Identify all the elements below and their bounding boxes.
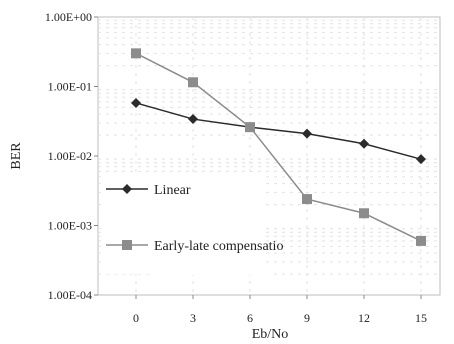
y-tick-label: 1.00E-01 [48,80,92,94]
legend: Linear Early-late compensatio [104,172,283,274]
legend-label-early-late: Early-late compensatio [154,239,283,254]
data-point-square [359,208,369,219]
x-tick-label: 3 [190,311,196,325]
data-point-square [188,77,198,88]
series-line-0 [135,102,422,160]
data-point-diamond [359,138,369,149]
data-point-square [245,122,255,133]
legend-marker-linear [122,184,132,194]
y-tick-label: 1.00E-03 [48,219,92,233]
y-axis-title: BER [9,142,24,170]
data-point-diamond [302,128,312,139]
legend-label-linear: Linear [154,183,191,198]
data-point-diamond [416,154,426,165]
y-tick-label: 1.00E-02 [48,149,92,163]
series-line-1 [135,52,422,242]
data-point-diamond [131,97,141,108]
x-tick-label: 6 [247,311,253,325]
data-point-diamond [188,114,198,125]
x-tick-label: 9 [304,311,310,325]
x-tick-label: 12 [358,311,370,325]
x-axis-ticks: 0 3 6 9 12 15 [133,295,427,325]
y-tick-label: 1.00E-04 [48,288,92,302]
y-tick-label: 1.00E+00 [45,10,92,24]
x-tick-label: 0 [133,311,139,325]
series-layer [131,48,426,246]
legend-clip [154,268,269,275]
legend-marker-early-late [122,240,132,250]
data-point-square [416,235,426,246]
data-point-square [131,48,141,59]
x-axis-title: Eb/No [252,327,289,342]
y-axis-ticks: 1.00E+00 1.00E-01 1.00E-02 1.00E-03 1.00E-04 [45,10,98,302]
data-point-square [302,194,312,205]
x-tick-label: 15 [415,311,427,325]
